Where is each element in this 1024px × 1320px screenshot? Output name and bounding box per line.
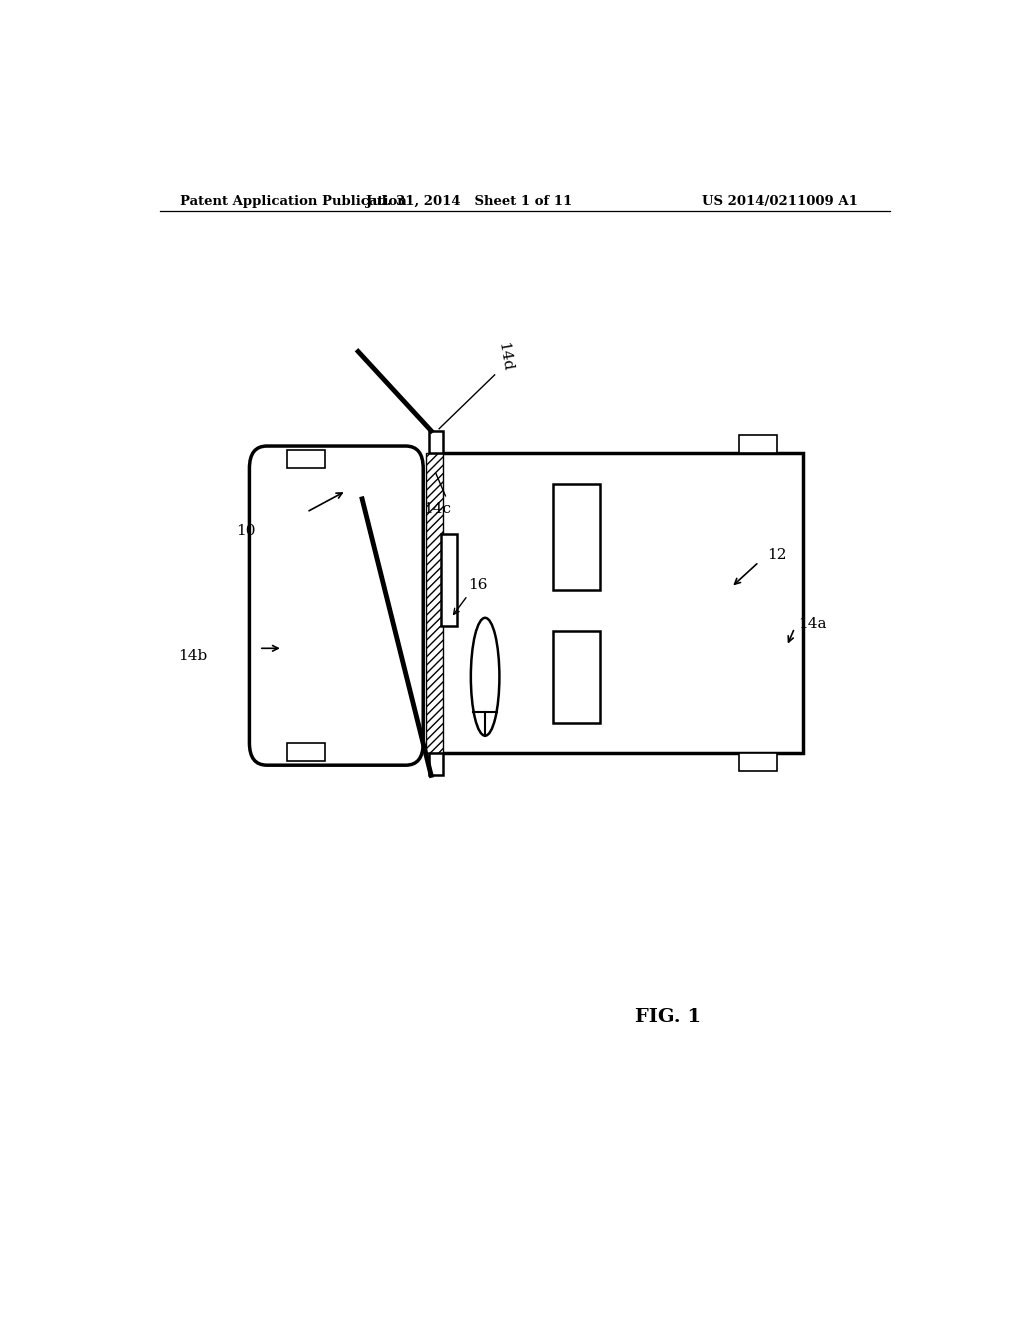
Bar [426, 453, 443, 752]
Bar [553, 483, 600, 590]
Text: US 2014/0211009 A1: US 2014/0211009 A1 [702, 194, 858, 207]
Bar [441, 535, 458, 626]
Bar [553, 631, 600, 722]
Bar [287, 743, 325, 762]
Text: Patent Application Publication: Patent Application Publication [179, 194, 407, 207]
FancyBboxPatch shape [250, 446, 423, 766]
Text: 14d: 14d [496, 341, 514, 372]
Text: 16: 16 [468, 578, 487, 593]
Bar [739, 434, 777, 453]
Text: 14b: 14b [178, 649, 207, 664]
Text: 14a: 14a [799, 616, 827, 631]
Bar [287, 450, 325, 469]
Bar [429, 430, 443, 453]
Bar [429, 752, 443, 775]
Bar [739, 752, 777, 771]
Bar [433, 453, 803, 752]
Text: FIG. 1: FIG. 1 [635, 1008, 700, 1026]
Text: 10: 10 [236, 524, 255, 539]
Text: 14c: 14c [424, 502, 452, 516]
Text: 12: 12 [767, 548, 786, 562]
Text: Jul. 31, 2014   Sheet 1 of 11: Jul. 31, 2014 Sheet 1 of 11 [367, 194, 572, 207]
Ellipse shape [471, 618, 500, 735]
